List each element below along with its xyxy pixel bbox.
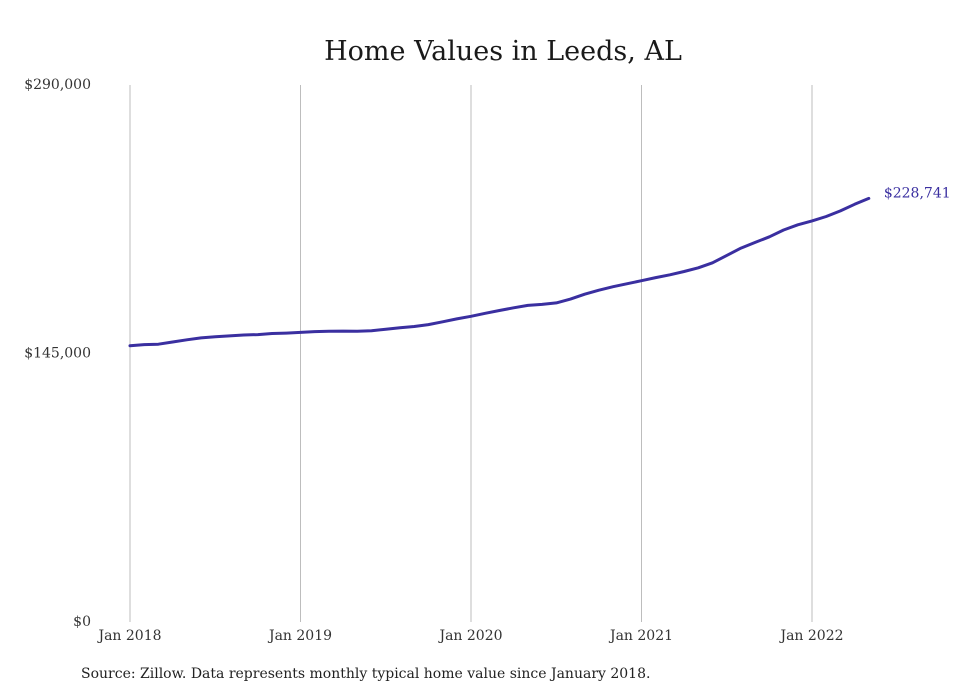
source-note: Source: Zillow. Data represents monthly … <box>81 666 651 682</box>
chart-title: Home Values in Leeds, AL <box>324 36 682 67</box>
y-tick-label: $290,000 <box>24 77 91 93</box>
series-layer: $228,741 <box>128 185 951 348</box>
x-tick-label: Jan 2020 <box>437 628 502 644</box>
x-tick-label: Jan 2018 <box>96 628 161 644</box>
gridlines <box>129 85 813 622</box>
x-tick-label: Jan 2019 <box>267 628 332 644</box>
series-line <box>128 196 871 348</box>
series-end-label: $228,741 <box>884 185 951 201</box>
y-tick-label: $0 <box>73 614 91 630</box>
x-tick-label: Jan 2022 <box>778 628 843 644</box>
x-axis-ticks: Jan 2018 Jan 2019 Jan 2020 Jan 2021 Jan 2022 <box>96 628 843 644</box>
x-tick-label: Jan 2021 <box>608 628 673 644</box>
y-tick-label: $145,000 <box>24 346 91 362</box>
y-axis-ticks: $0 $145,000 $290,000 <box>24 77 91 630</box>
